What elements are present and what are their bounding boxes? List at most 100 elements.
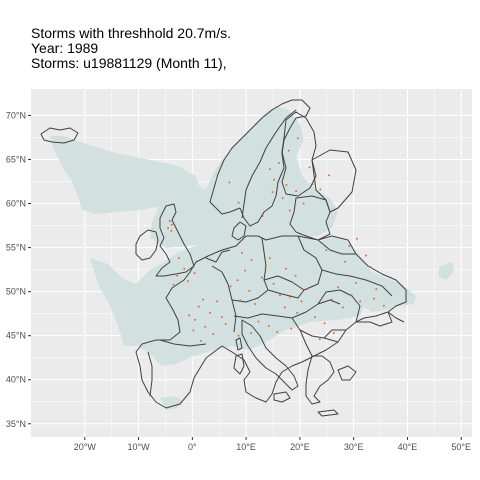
storm-point xyxy=(296,311,299,314)
great-britain-outline xyxy=(155,203,195,277)
title-line-threshold: Storms with threshhold 20.7m/s. xyxy=(31,25,231,41)
storm-point xyxy=(171,223,173,226)
benelux-border xyxy=(205,249,231,263)
continent-outline xyxy=(135,235,407,409)
storm-point xyxy=(356,237,358,240)
spain-france-border xyxy=(159,339,207,347)
storm-point xyxy=(228,181,231,184)
storm-point xyxy=(170,230,173,232)
storm-point xyxy=(237,334,240,337)
storm-point xyxy=(290,327,293,330)
storm-point xyxy=(271,191,274,193)
storm-point xyxy=(373,297,375,300)
storm-point xyxy=(246,186,248,189)
storm-point xyxy=(167,227,169,229)
footprint-east xyxy=(318,236,416,312)
ukraine-border xyxy=(321,269,393,297)
storm-point xyxy=(278,162,280,164)
y-tick-label: 40°N xyxy=(6,375,26,385)
storm-point xyxy=(200,340,202,342)
country-borders xyxy=(40,99,407,417)
storm-point xyxy=(302,202,305,205)
footprint-mediterranean-patch xyxy=(160,396,182,410)
storm-point xyxy=(209,311,211,314)
storm-point xyxy=(330,298,333,301)
storm-point xyxy=(295,190,297,192)
storm-point xyxy=(257,320,260,323)
baltics-outline xyxy=(289,195,331,241)
y-tick-label: 55°N xyxy=(6,243,26,253)
y-tick-label: 45°N xyxy=(6,331,26,341)
storm-point xyxy=(229,285,232,288)
storm-point xyxy=(344,260,346,263)
storm-point xyxy=(194,319,196,321)
italy-outline xyxy=(241,319,299,391)
storm-point xyxy=(216,300,218,303)
storm-point xyxy=(187,280,189,282)
storm-point xyxy=(359,300,361,303)
x-tick-label: 50°E xyxy=(451,442,471,452)
storm-point xyxy=(375,288,378,290)
footprint-scandinavia xyxy=(150,106,338,248)
storm-point xyxy=(250,259,253,261)
storm-point xyxy=(306,288,309,290)
belarus-border xyxy=(317,239,356,255)
storm-point xyxy=(204,326,207,328)
plot-title: Storms with threshhold 20.7m/s. Year: 19… xyxy=(31,26,231,71)
alps-border xyxy=(233,313,293,319)
storm-point xyxy=(332,332,335,334)
storm-point xyxy=(328,174,330,177)
storm-point xyxy=(296,137,299,140)
x-tick-label: 20°E xyxy=(290,442,310,452)
storm-point xyxy=(188,314,190,317)
storm-point xyxy=(294,274,297,277)
storm-point xyxy=(288,209,291,212)
corsica-outline xyxy=(235,337,243,351)
storm-point xyxy=(314,316,316,318)
storm-point xyxy=(202,298,204,301)
y-tick-label: 65°N xyxy=(6,154,26,164)
x-tick-label: 30°E xyxy=(344,442,364,452)
storm-point xyxy=(287,149,290,152)
storm-point xyxy=(355,282,357,284)
storm-point xyxy=(268,168,271,170)
storm-point xyxy=(241,252,243,254)
footprint-caspian-patch xyxy=(438,262,454,280)
x-tick-label: 0° xyxy=(188,442,197,452)
crete-outline xyxy=(317,409,339,417)
storm-point xyxy=(268,257,271,259)
storm-point xyxy=(267,325,270,327)
storm-point xyxy=(224,323,227,326)
storm-point xyxy=(285,184,288,186)
x-tick-label: 10°W xyxy=(128,442,151,452)
storm-point xyxy=(319,338,321,341)
finland-outline xyxy=(281,111,317,197)
russia-west-outline xyxy=(311,149,357,213)
y-axis-ticks: 35°N 40°N 45°N 50°N 55°N 60°N 65°N 70°N xyxy=(6,110,31,429)
storm-point xyxy=(276,331,279,333)
sweden-norway-border xyxy=(241,109,297,219)
denmark-outline xyxy=(231,221,247,241)
france-germany-border xyxy=(211,265,237,333)
storm-point xyxy=(288,296,291,298)
ireland-outline xyxy=(135,229,159,261)
title-line-year: Year: 1989 xyxy=(31,40,99,56)
storm-point xyxy=(279,294,281,296)
storm-point xyxy=(272,282,275,285)
portugal-border xyxy=(147,351,153,397)
footprint-northwest xyxy=(50,136,200,214)
storm-point xyxy=(281,197,284,200)
storm-point xyxy=(221,316,223,318)
storm-point xyxy=(239,299,242,302)
storm-point xyxy=(350,294,353,296)
storm-point xyxy=(285,267,287,270)
storm-point xyxy=(168,220,171,222)
storm-point xyxy=(244,269,246,272)
black-sea-coast xyxy=(355,311,405,323)
storm-point xyxy=(261,215,264,217)
storm-point xyxy=(319,188,322,191)
storm-point xyxy=(250,332,252,334)
storm-points xyxy=(167,137,385,342)
x-tick-label: 40°E xyxy=(398,442,418,452)
